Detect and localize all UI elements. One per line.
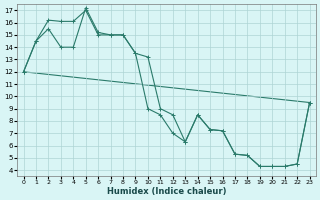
X-axis label: Humidex (Indice chaleur): Humidex (Indice chaleur) [107, 187, 226, 196]
